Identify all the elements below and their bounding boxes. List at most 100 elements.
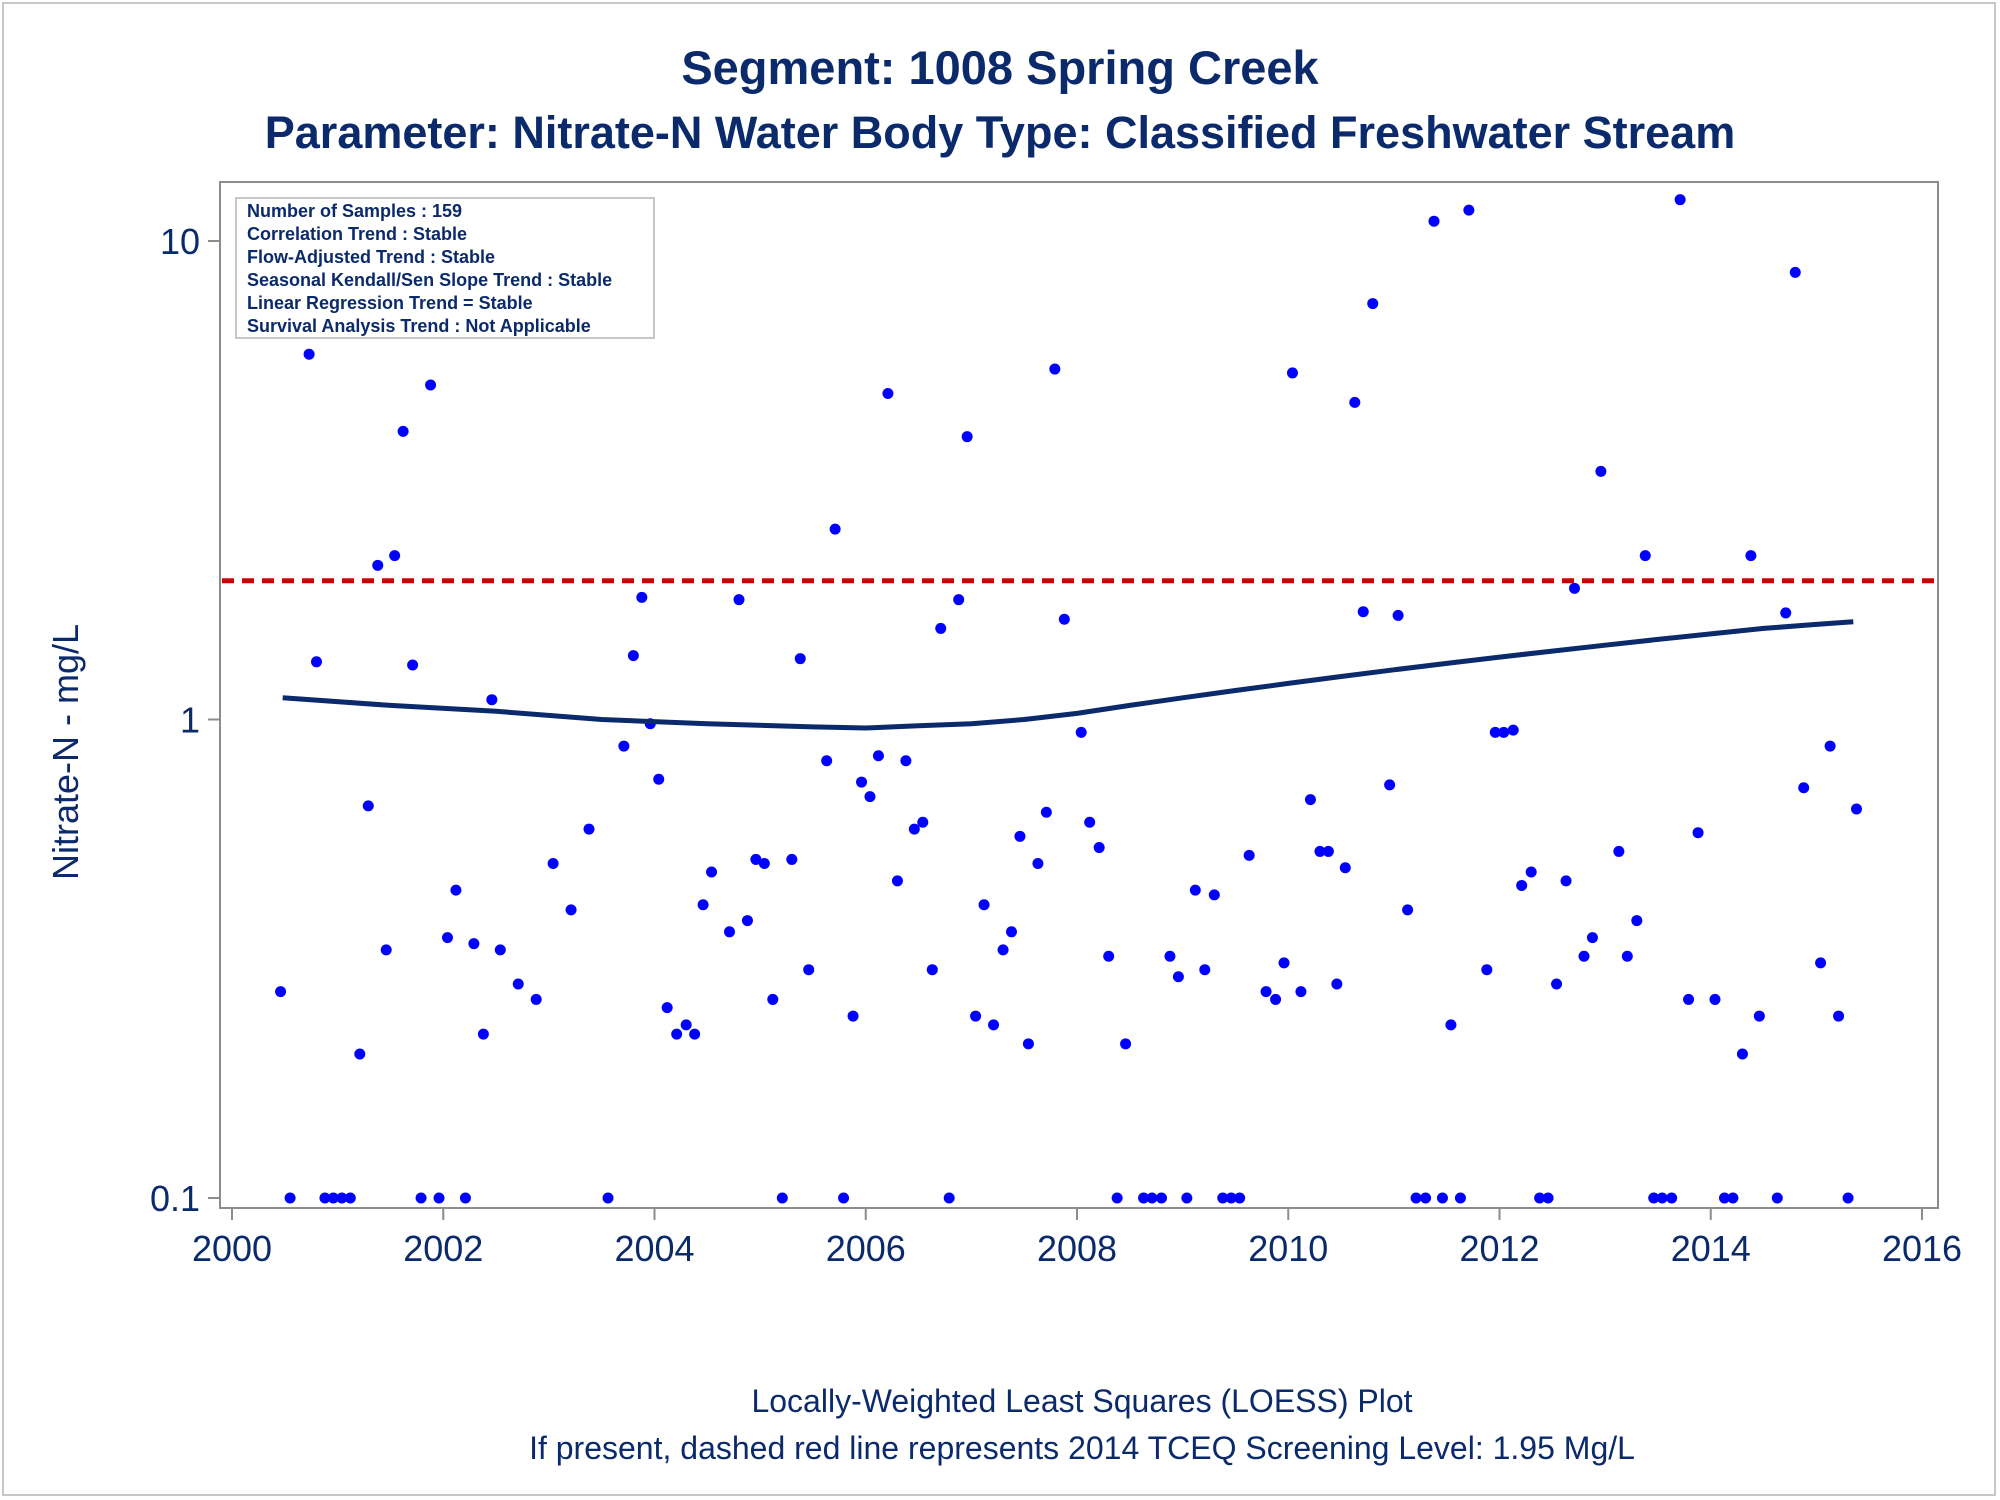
data-point [829,523,841,535]
data-point [1789,266,1801,278]
data-point [275,986,287,998]
x-tick-label: 2010 [1248,1228,1328,1269]
inset-line-linear-regression: Linear Regression Trend = Stable [247,293,533,313]
data-point [1243,849,1255,861]
data-point [891,875,903,887]
data-point [1798,782,1810,794]
data-point [706,866,718,878]
data-point [767,993,779,1005]
data-point [547,858,559,870]
data-point [961,431,973,443]
data-point [1120,1038,1132,1050]
data-point [450,884,462,896]
data-point [680,1019,692,1031]
data-point [1674,194,1686,206]
data-point [1639,550,1651,562]
data-point [988,1019,1000,1031]
data-point [741,915,753,927]
data-point [821,755,833,767]
data-point [1683,993,1695,1005]
data-point [1771,1192,1783,1204]
data-point [697,899,709,911]
data-point [602,1192,614,1204]
data-point [327,1192,339,1204]
data-point [1851,803,1863,815]
data-point [311,656,322,668]
trend-summary-border [235,197,655,339]
x-tick-label: 2006 [826,1228,906,1269]
data-point [926,964,938,976]
data-point [1842,1192,1854,1204]
data-point [935,622,947,634]
data-point [1172,971,1184,983]
data-point [1745,550,1757,562]
data-point [627,650,639,662]
data-point [512,978,524,990]
data-point [468,938,480,950]
data-point [970,1010,982,1022]
data-point [1392,609,1404,621]
data-point [1648,1192,1660,1204]
data-point [397,425,409,437]
data-point [1560,875,1572,887]
data-point [838,1192,850,1204]
data-point [1084,816,1096,828]
data-point [372,559,384,571]
inset-line-flow-adjusted: Flow-Adjusted Trend : Stable [247,247,495,267]
data-point [415,1192,427,1204]
data-point [1489,726,1501,738]
data-point [1304,794,1316,806]
footer-method-note: Locally-Weighted Least Squares (LOESS) P… [751,1383,1412,1419]
data-point [477,1028,489,1040]
y-tick-label: 0.1 [150,1178,200,1219]
data-point [786,853,798,865]
plot-area: 2000 2002 2004 2006 2008 2010 2012 2014 2016 0.1 1… [150,181,1962,1269]
data-point [1507,724,1519,736]
data-point [1331,978,1343,990]
data-point [344,1192,356,1204]
data-point [407,659,419,671]
data-point [1014,830,1026,842]
data-point [380,944,392,956]
inset-line-survival-analysis: Survival Analysis Trend : Not Applicable [247,316,591,336]
inset-line-samples: Number of Samples : 159 [247,201,462,221]
data-point [847,1010,859,1022]
data-point [636,591,648,603]
data-point [997,944,1009,956]
data-point [1498,726,1510,738]
data-point [1402,904,1414,916]
data-point [354,1048,366,1060]
data-point [1181,1192,1193,1204]
data-point [389,550,401,562]
data-point [362,800,374,812]
data-point [872,750,884,762]
data-point [917,816,929,828]
data-point [653,773,665,785]
data-point [1286,367,1298,379]
data-point [776,1192,788,1204]
data-point [1551,978,1563,990]
data-point [1164,950,1176,962]
data-point [1270,993,1282,1005]
data-point [900,755,912,767]
data-point [1146,1192,1158,1204]
data-point [1727,1192,1739,1204]
data-point [1022,1038,1034,1050]
data-point [441,932,453,944]
data-point [1295,986,1307,998]
data-point [908,823,920,835]
data-point [319,1192,331,1204]
data-point [1753,1010,1765,1022]
chart-subtitle: Parameter: Nitrate-N Water Body Type: Cl… [265,107,1735,158]
data-point [1208,889,1220,901]
data-point [864,791,876,803]
data-point [1420,1192,1432,1204]
data-point [1075,726,1087,738]
data-point [1631,915,1643,927]
data-point [1093,842,1105,854]
data-point [671,1028,683,1040]
data-point [1032,858,1044,870]
data-point [1384,779,1396,791]
